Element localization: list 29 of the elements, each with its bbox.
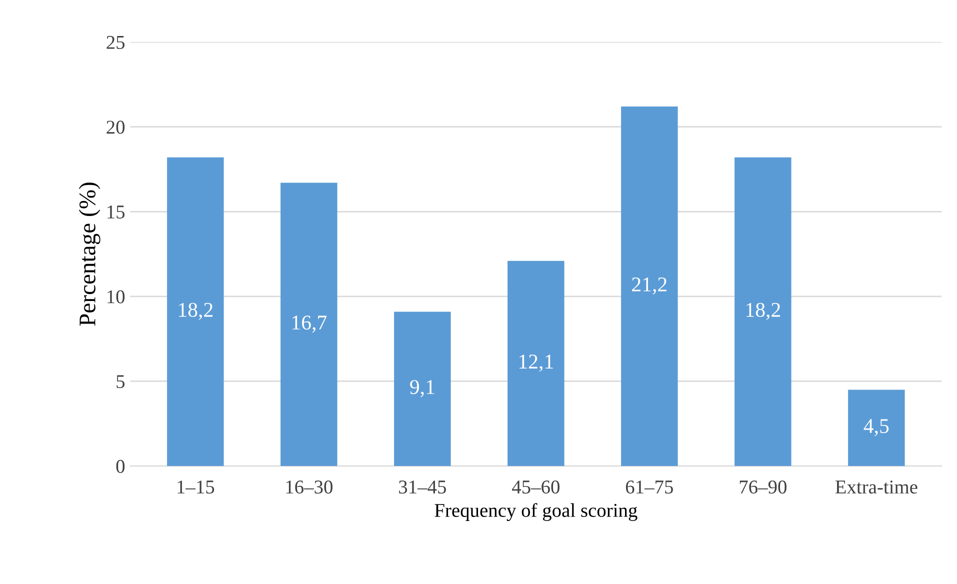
bar	[621, 106, 678, 466]
data-label: 9,1	[410, 380, 434, 398]
data-label: 12,1	[520, 354, 553, 372]
y-tick-label: 0	[116, 460, 125, 473]
bar	[508, 260, 564, 466]
bar	[734, 157, 792, 466]
bar	[280, 182, 338, 466]
y-tick-label: 10	[108, 290, 125, 304]
data-label: 21,2	[632, 277, 666, 294]
x-tick-label: 16–30	[286, 480, 332, 494]
data-label: 4,5	[864, 419, 889, 436]
bar	[394, 312, 451, 466]
x-tick-label: Extra-time	[835, 480, 918, 494]
data-label: 16,7	[292, 316, 327, 333]
x-tick-label: 76–90	[740, 480, 786, 494]
x-tick-label: 45–60	[512, 480, 560, 494]
y-tick-label: 20	[106, 120, 125, 134]
y-tick-label: 5	[116, 375, 125, 388]
x-axis-title: Frequency of goal scoring	[434, 503, 638, 521]
bar	[848, 390, 905, 466]
y-tick-label: 15	[108, 206, 125, 219]
x-tick-label: 31–45	[399, 480, 446, 494]
y-tick-label: 25	[106, 36, 125, 49]
x-tick-label: 61–75	[626, 480, 673, 494]
data-label: 18,2	[746, 302, 780, 320]
bar	[167, 157, 224, 466]
y-axis-title: Percentage (%)	[78, 182, 100, 326]
x-tick-label: 1–15	[178, 480, 214, 494]
data-label: 18,2	[179, 302, 212, 320]
